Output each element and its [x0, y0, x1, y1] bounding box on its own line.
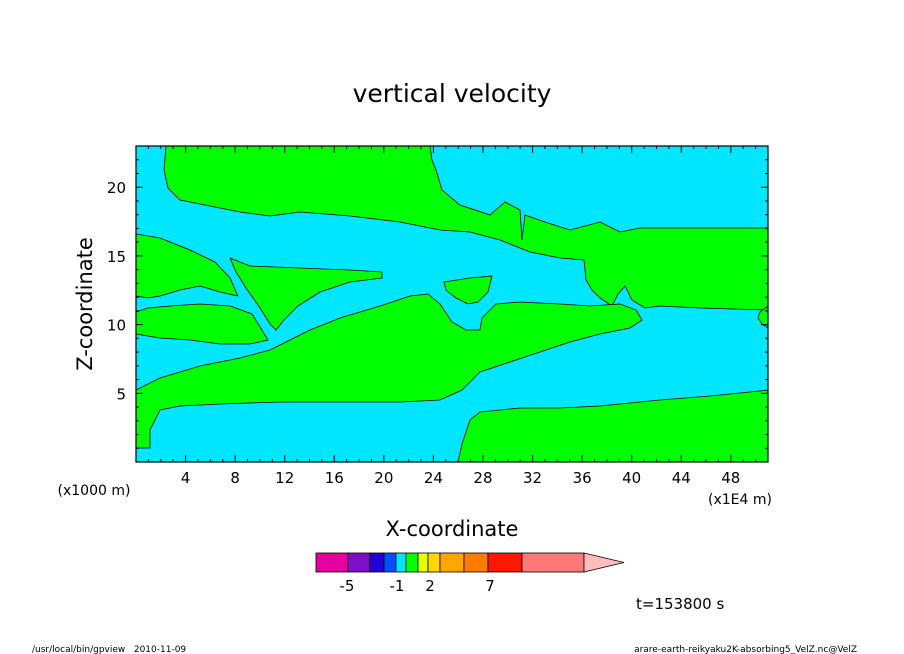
x-tick-label: 16 [325, 469, 344, 487]
y-tick-label: 20 [107, 179, 126, 197]
x-tick-label: 48 [721, 469, 740, 487]
green-lobe-28 [443, 275, 493, 305]
footer-right: arare-earth-reikyaku2K-absorbing5_VelZ.n… [634, 645, 857, 654]
colorbar-label: -5 [340, 577, 355, 595]
x-unit-right: (x1E4 m) [708, 492, 772, 508]
x-tick-label: 12 [275, 469, 294, 487]
x-tick-label: 4 [181, 469, 191, 487]
colorbar-swatch [347, 552, 371, 573]
colorbar [315, 552, 625, 573]
y-tick-labels: 5 10 15 20 [107, 179, 126, 403]
left-green-band [135, 233, 239, 299]
x-tick-label: 44 [672, 469, 691, 487]
x-tick-label: 20 [374, 469, 393, 487]
footer-left: /usr/local/bin/gpview 2010-11-09 [32, 645, 186, 654]
y-tick-label: 5 [116, 385, 126, 403]
colorbar-swatch [521, 552, 585, 573]
colorbar-swatch [383, 552, 397, 573]
colorbar-label: -1 [390, 577, 405, 595]
colorbar-swatch [427, 552, 441, 573]
colorbar-swatch [395, 552, 407, 573]
colorbar-label: 2 [425, 577, 435, 595]
colorbar-swatch [487, 552, 523, 573]
time-label: t=153800 s [636, 595, 724, 613]
colorbar-swatch [417, 552, 429, 573]
colorbar-swatch [439, 552, 465, 573]
x-tick-label: 36 [573, 469, 592, 487]
x-tick-label: 32 [523, 469, 542, 487]
colorbar-label: 7 [485, 577, 495, 595]
upper-green-band [163, 145, 769, 311]
x-tick-label: 40 [622, 469, 641, 487]
y-axis-label: Z-coordinate [73, 237, 97, 371]
y-tick-label: 15 [107, 248, 126, 266]
x-axis-label: X-coordinate [386, 517, 519, 541]
main-green-band [135, 293, 643, 449]
chart-title: vertical velocity [353, 79, 552, 108]
x-tick-label: 28 [473, 469, 492, 487]
colorbar-labels: -5 -1 2 7 [340, 577, 495, 595]
colorbar-swatch [315, 552, 349, 573]
x-tick-label: 8 [230, 469, 240, 487]
y-tick-marks [136, 159, 768, 449]
x-tick-labels: 4 8 12 16 20 24 28 32 36 40 44 48 [181, 469, 741, 487]
y-tick-label: 10 [107, 317, 126, 335]
positive-regions [135, 145, 769, 463]
x-tick-marks [147, 146, 757, 462]
colorbar-swatch [463, 552, 489, 573]
colorbar-swatch [369, 552, 385, 573]
x-tick-label: 24 [424, 469, 443, 487]
colorbar-arrow [583, 552, 625, 573]
plot-area [135, 145, 769, 463]
x-unit-left: (x1000 m) [58, 483, 131, 499]
plot-frame [135, 145, 769, 463]
colorbar-swatch [405, 552, 419, 573]
green-wedge-mid [229, 257, 383, 331]
